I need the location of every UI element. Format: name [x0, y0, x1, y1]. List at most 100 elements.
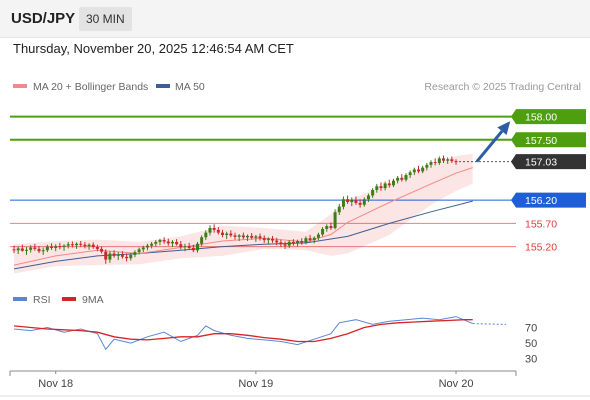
candle-body	[450, 159, 454, 162]
legend-rsi-swatch	[13, 297, 27, 301]
candle-body	[233, 235, 237, 237]
candle-body	[433, 162, 437, 164]
candle-body	[70, 244, 74, 246]
candle-body	[408, 172, 412, 176]
time-axis: Nov 18 Nov 19 Nov 20	[0, 370, 590, 397]
candle-body	[179, 244, 183, 248]
candle-body	[366, 195, 370, 200]
candle-body	[375, 186, 379, 190]
candle-body	[125, 256, 129, 259]
candle-body	[371, 189, 375, 196]
candle-body	[258, 236, 262, 239]
rsi-legend: RSI 9MA	[13, 294, 104, 306]
candle-body	[195, 243, 199, 251]
level-label-box-157.50	[511, 132, 586, 148]
candle-body	[150, 243, 154, 246]
legend-rsi-label: RSI	[33, 294, 51, 306]
level-label-box-157.03	[511, 154, 586, 170]
candle-body	[12, 249, 16, 251]
candle-body	[187, 246, 191, 248]
candle-body	[383, 183, 387, 189]
candle-body	[291, 241, 295, 244]
legend-9ma-swatch	[62, 297, 76, 301]
candle-body	[446, 159, 450, 161]
candle-body	[404, 175, 408, 180]
candle-body	[316, 234, 320, 238]
candle-body	[287, 241, 291, 246]
candle-body	[329, 226, 333, 228]
candle-body	[91, 244, 95, 248]
ma50-line	[13, 200, 473, 270]
candle-body	[454, 161, 458, 163]
candle-body	[154, 241, 158, 244]
level-label-155.20: 155.20	[525, 242, 557, 254]
candle-body	[250, 235, 254, 238]
candle-body	[421, 167, 425, 172]
candle-body	[20, 248, 24, 251]
candle-body	[304, 238, 308, 243]
candle-body	[158, 240, 162, 242]
legend-9ma-label: 9MA	[82, 294, 104, 306]
candle-body	[262, 238, 266, 241]
candle-body	[120, 254, 124, 257]
candle-body	[246, 235, 250, 238]
candle-body	[129, 254, 133, 259]
candle-body	[379, 186, 383, 189]
candle-body	[137, 249, 141, 253]
candle-body	[37, 248, 41, 252]
candle-body	[58, 246, 62, 248]
candle-body	[279, 242, 283, 245]
candle-body	[33, 247, 37, 249]
candle-body	[283, 244, 287, 246]
candle-body	[100, 248, 104, 252]
candle-body	[141, 247, 145, 250]
candle-body	[145, 245, 149, 248]
legend-ma20-label: MA 20 + Bollinger Bands	[33, 81, 148, 93]
candle-body	[300, 241, 304, 243]
candle-body	[175, 241, 179, 245]
candle-body	[216, 229, 220, 233]
candle-body	[362, 199, 366, 205]
candle-body	[166, 241, 170, 244]
candlestick-plot: 158.00 157.50 157.03 156.20 155.70 155.20	[10, 109, 586, 274]
candle-body	[116, 254, 120, 256]
chart-timestamp: Thursday, November 20, 2025 12:46:54 AM …	[13, 41, 294, 56]
candle-body	[221, 232, 224, 235]
candle-body	[387, 183, 391, 186]
candle-body	[212, 228, 216, 230]
candle-body	[437, 158, 441, 163]
candle-body	[442, 158, 446, 161]
candle-body	[266, 238, 270, 241]
level-label-box-158.00	[511, 109, 586, 125]
timeframe-badge[interactable]: 30 MIN	[79, 7, 132, 31]
candle-body	[333, 212, 337, 228]
legend-ma50-swatch	[156, 84, 170, 88]
currency-pair-title: USD/JPY	[11, 10, 76, 27]
candle-body	[87, 244, 91, 247]
candle-body	[170, 241, 174, 244]
candle-body	[341, 199, 345, 207]
candle-body	[412, 169, 416, 173]
level-label-156.20: 156.20	[525, 195, 557, 207]
forecast-arrow-head	[497, 121, 511, 136]
rsi-line	[13, 316, 473, 351]
candle-body	[25, 249, 29, 251]
candle-body	[400, 177, 404, 180]
candle-body	[162, 240, 166, 242]
candle-body	[79, 243, 83, 245]
chart-header: USD/JPY 30 MIN	[0, 0, 590, 38]
candle-body	[337, 206, 341, 213]
candle-body	[183, 246, 187, 248]
main-legend: MA 20 + Bollinger Bands MA 50	[13, 81, 205, 93]
time-tick-label: Nov 19	[238, 378, 273, 390]
candle-body	[108, 253, 112, 260]
candle-body	[254, 236, 258, 238]
candle-body	[237, 235, 241, 237]
rsi-projection-line	[472, 323, 507, 325]
candle-body	[229, 233, 233, 236]
candle-body	[208, 228, 212, 233]
candle-body	[112, 253, 116, 256]
rsi-plot: 70 50 30	[13, 316, 537, 366]
candle-body	[325, 226, 329, 229]
